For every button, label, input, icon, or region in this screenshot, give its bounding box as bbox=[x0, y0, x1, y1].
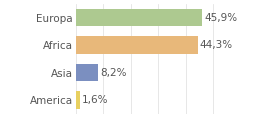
Text: 1,6%: 1,6% bbox=[82, 95, 109, 105]
Bar bbox=[76, 91, 80, 109]
Text: 8,2%: 8,2% bbox=[101, 68, 127, 78]
Bar bbox=[76, 36, 198, 54]
Bar bbox=[76, 9, 202, 27]
Text: 45,9%: 45,9% bbox=[204, 13, 237, 23]
Bar bbox=[76, 64, 98, 81]
Text: 44,3%: 44,3% bbox=[200, 40, 233, 50]
